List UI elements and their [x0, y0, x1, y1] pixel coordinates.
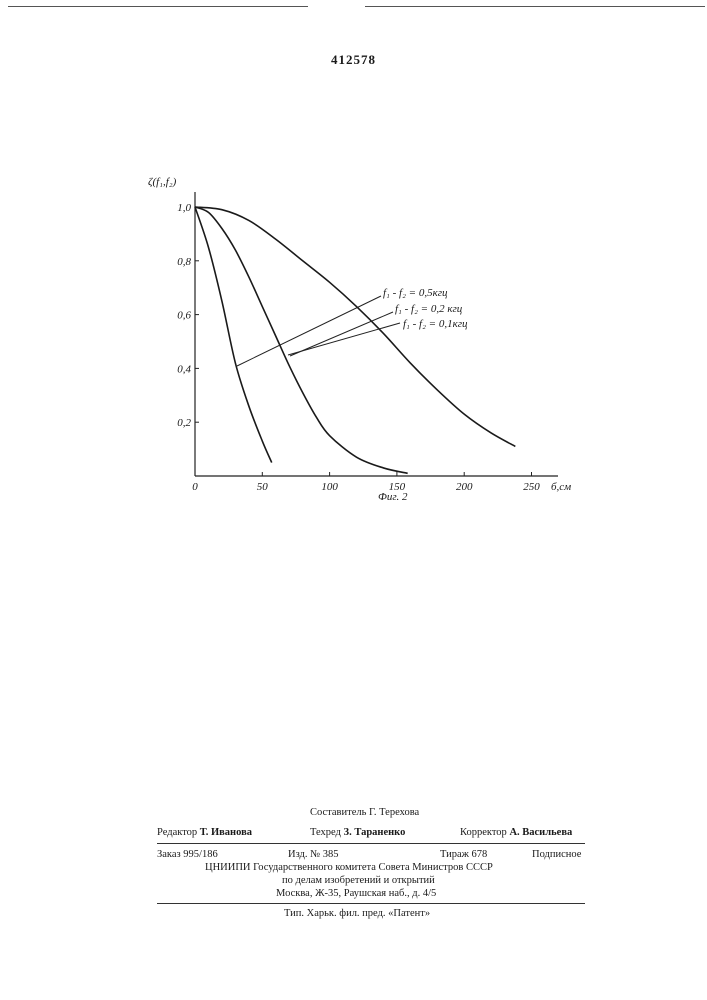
- editor-name: Т. Иванова: [200, 827, 252, 838]
- order-number: Заказ 995/186: [157, 848, 218, 861]
- series-label: f₁ - f₂ = 0,5кгц: [383, 287, 448, 299]
- y-tick-label: 1,0: [177, 202, 191, 214]
- edition-number: Изд. № 385: [288, 848, 339, 861]
- print-run: Тираж 678: [440, 848, 487, 861]
- techred-line: Техред З. Тараненко: [310, 826, 405, 839]
- address-line: Москва, Ж-35, Раушская наб., д. 4/5: [276, 887, 436, 900]
- subscription: Подписное: [532, 848, 581, 861]
- curve-series-2: [195, 207, 408, 473]
- series-label: f₁ - f₂ = 0,2 кгц: [395, 303, 463, 315]
- org-line-1: ЦНИИПИ Государственного комитета Совета …: [205, 861, 493, 874]
- chart-axes: [195, 192, 558, 476]
- techred-label: Техред: [310, 827, 341, 838]
- x-tick-label: 0: [192, 481, 198, 493]
- y-tick-label: 0,4: [177, 363, 191, 375]
- leader-line-1: [237, 296, 381, 366]
- printer-line: Тип. Харьк. фил. пред. «Патент»: [284, 907, 430, 920]
- y-tick-label: 0,2: [177, 417, 191, 429]
- techred-name: З. Тараненко: [344, 827, 406, 838]
- corrector-label: Корректор: [460, 827, 507, 838]
- legend-labels: f₁ - f₂ = 0,5кгц f₁ - f₂ = 0,2 кгц f₁ - f₂…: [383, 287, 468, 330]
- y-axis-label: ζ(f₁,f₂): [148, 176, 177, 188]
- corrector-name: А. Васильева: [509, 827, 572, 838]
- series-label: f₁ - f₂ = 0,1кгц: [403, 318, 468, 330]
- x-tick-label: 150: [389, 481, 406, 493]
- corrector-line: Корректор А. Васильева: [460, 826, 572, 839]
- y-tick-label: 0,8: [177, 256, 191, 268]
- compiler-line: Составитель Г. Терехова: [310, 806, 419, 819]
- leader-line-2: [290, 312, 393, 356]
- curves-group: [195, 207, 515, 473]
- x-tick-label: 200: [456, 481, 473, 493]
- imprint-rule-bottom: [157, 903, 585, 904]
- editor-line: Редактор Т. Иванова: [157, 826, 252, 839]
- chart: ζ(f₁,f₂) б,см Фиг. 2 0501001502002500,20…: [0, 0, 707, 560]
- y-tick-label: 0,6: [177, 310, 191, 322]
- x-tick-label: 100: [321, 481, 338, 493]
- x-axis-label: б,см: [551, 481, 571, 493]
- imprint-rule-top: [157, 843, 585, 844]
- editor-label: Редактор: [157, 827, 197, 838]
- x-tick-label: 50: [257, 481, 269, 493]
- x-tick-label: 250: [523, 481, 540, 493]
- org-line-2: по делам изобретений и открытий: [282, 874, 435, 887]
- leader-line-3: [288, 323, 400, 355]
